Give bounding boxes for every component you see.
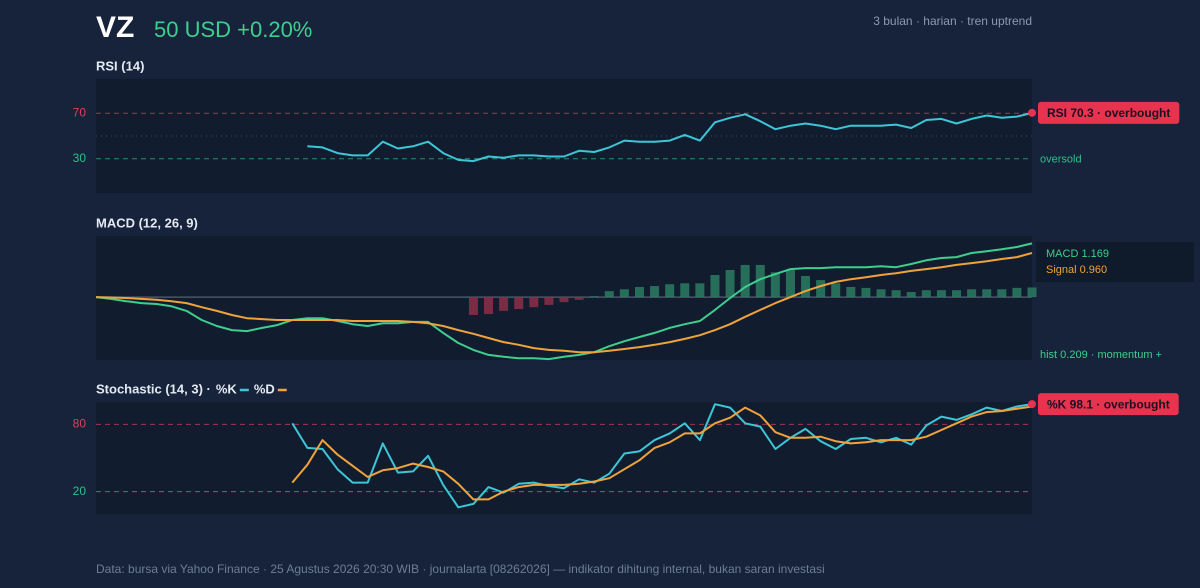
histogram-bar: [650, 286, 660, 298]
note: hist 0.209 · momentum +: [1040, 349, 1162, 361]
y-tick-label: 30: [73, 151, 87, 165]
histogram-bar: [529, 297, 539, 308]
histogram-bar: [604, 291, 614, 298]
histogram-bar: [861, 287, 871, 298]
histogram-bar: [559, 297, 569, 303]
histogram-bar: [1027, 287, 1037, 298]
series-line: [291, 405, 1033, 501]
histogram-bar: [891, 290, 901, 298]
histogram-bar: [816, 280, 826, 298]
histogram-bar: [997, 289, 1007, 298]
histogram-bar: [846, 286, 856, 298]
histogram-bar: [936, 290, 946, 298]
series-line: [95, 252, 1033, 354]
histogram-bar: [801, 275, 811, 298]
histogram-bar: [589, 296, 599, 298]
series-line: [307, 111, 1033, 163]
histogram-bar: [680, 283, 690, 298]
histogram-bar: [544, 297, 554, 305]
panel-title: RSI (14): [96, 58, 144, 73]
histogram-bar: [1012, 287, 1022, 298]
histogram-bar: [740, 264, 750, 298]
last-point: [1028, 400, 1036, 409]
footer: Data: bursa via Yahoo Finance · 25 Agust…: [96, 562, 825, 576]
histogram-bar: [468, 297, 478, 315]
plot-area: [96, 402, 1032, 514]
series-label: Signal 0.960: [1046, 264, 1107, 276]
histogram-bar: [982, 289, 992, 298]
legend-label: %D: [254, 381, 275, 396]
note: oversold: [1040, 154, 1082, 166]
histogram-bar: [619, 289, 629, 298]
histogram-bar: [876, 289, 886, 298]
badge-box: [1038, 101, 1180, 124]
histogram-bar: [755, 264, 765, 298]
ticker: VZ: [96, 11, 134, 44]
series-line: [291, 403, 1033, 509]
histogram-bar: [514, 297, 524, 310]
last-point: [1028, 108, 1036, 117]
histogram-bar: [695, 283, 705, 298]
histogram-bar: [921, 290, 931, 298]
price: 50 USD +0.20%: [154, 17, 312, 42]
legend-box: [1036, 242, 1194, 282]
panel-title: MACD (12, 26, 9): [96, 215, 198, 230]
badge-text: %K 98.1 · overbought: [1047, 397, 1170, 411]
series-label: MACD 1.169: [1046, 248, 1109, 260]
histogram-bar: [710, 275, 720, 298]
legend-label: %K: [216, 381, 238, 396]
histogram-bar: [574, 297, 584, 300]
subtitle: 3 bulan · harian · tren uptrend: [873, 14, 1032, 28]
histogram-bar: [634, 286, 644, 298]
y-tick-label: 20: [73, 484, 87, 498]
histogram-bar: [499, 297, 509, 311]
badge-box: [1038, 393, 1179, 416]
histogram-bar: [725, 269, 735, 298]
y-tick-label: 80: [73, 417, 87, 431]
histogram-bar: [967, 289, 977, 298]
histogram-bar: [906, 292, 916, 298]
histogram-bar: [484, 297, 494, 315]
series-line: [95, 242, 1033, 361]
histogram-bar: [952, 290, 962, 298]
histogram-bar: [831, 283, 841, 298]
panel-title: Stochastic (14, 3) ·: [96, 381, 211, 396]
histogram-bar: [665, 284, 675, 298]
histogram-bar: [770, 272, 780, 298]
y-tick-label: 70: [73, 105, 87, 119]
histogram-bar: [785, 269, 795, 298]
badge-text: RSI 70.3 · overbought: [1047, 106, 1170, 120]
